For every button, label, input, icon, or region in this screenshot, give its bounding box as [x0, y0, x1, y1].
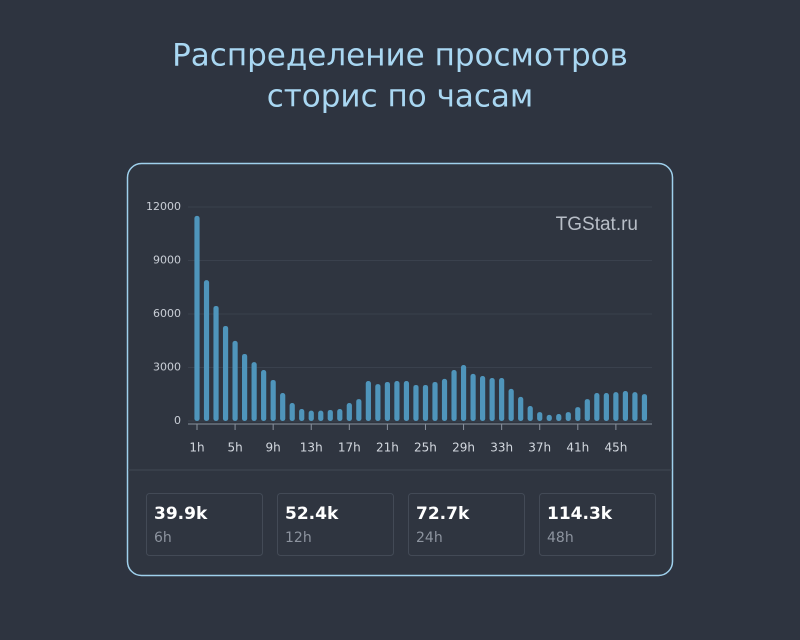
- bar: [194, 215, 200, 421]
- watermark: TGStat.ru: [556, 214, 638, 235]
- stat-value: 39.9k: [154, 504, 208, 524]
- stat-box: [146, 493, 263, 556]
- bar: [327, 409, 333, 421]
- stat-value: 52.4k: [285, 504, 339, 524]
- bar: [527, 406, 533, 421]
- bar: [251, 362, 257, 421]
- bar: [584, 399, 590, 421]
- y-tick-label: 3000: [153, 361, 181, 374]
- stat-label: 6h: [154, 530, 172, 546]
- bar: [280, 393, 286, 421]
- bar: [318, 410, 324, 421]
- stat-label: 24h: [416, 530, 443, 546]
- bar: [613, 392, 619, 421]
- bar: [213, 305, 219, 421]
- y-tick-label: 12000: [146, 200, 181, 213]
- bar: [337, 409, 343, 421]
- bar: [375, 384, 381, 421]
- bar: [470, 373, 476, 421]
- bar: [384, 381, 390, 421]
- stat-box: [539, 493, 656, 556]
- bar: [289, 402, 295, 421]
- bar: [537, 412, 543, 421]
- bar: [546, 414, 552, 421]
- x-tick-label: 13h: [300, 441, 323, 455]
- y-tick-label: 9000: [153, 254, 181, 267]
- stat-box: [277, 493, 394, 556]
- bar: [299, 409, 305, 421]
- bar: [460, 365, 467, 421]
- bar: [480, 376, 486, 421]
- bar: [489, 378, 495, 421]
- bar: [622, 391, 628, 421]
- bar: [346, 402, 352, 421]
- stat-box: [408, 493, 525, 556]
- title-line: сторис по часам: [267, 79, 534, 115]
- bar: [242, 353, 248, 421]
- stat-value: 72.7k: [416, 504, 470, 524]
- bar: [394, 381, 400, 421]
- x-tick-label: 41h: [566, 441, 589, 455]
- bar: [261, 369, 267, 421]
- bar: [203, 280, 210, 421]
- bar: [556, 414, 562, 421]
- bar: [422, 384, 429, 421]
- stat-value: 114.3k: [547, 504, 613, 524]
- bar: [603, 393, 609, 421]
- bar: [441, 378, 448, 421]
- x-tick-label: 21h: [376, 441, 399, 455]
- bar: [508, 388, 514, 421]
- x-tick-label: 33h: [490, 441, 513, 455]
- bar: [432, 381, 438, 421]
- bar: [365, 381, 371, 421]
- bar: [232, 340, 238, 421]
- bar: [413, 384, 419, 421]
- bar: [222, 325, 229, 421]
- title-line: Распределение просмотров: [172, 38, 628, 74]
- bar: [356, 399, 362, 421]
- x-tick-label: 9h: [266, 441, 281, 455]
- bar: [565, 412, 571, 421]
- x-tick-label: 37h: [528, 441, 551, 455]
- bar: [594, 393, 600, 421]
- stat-label: 12h: [285, 530, 312, 546]
- x-tick-label: 17h: [338, 441, 361, 455]
- stat-label: 48h: [547, 530, 574, 546]
- x-tick-label: 25h: [414, 441, 437, 455]
- x-tick-label: 1h: [189, 441, 204, 455]
- bar: [641, 394, 648, 421]
- bar: [632, 392, 638, 421]
- bar: [403, 381, 410, 421]
- bar: [308, 410, 314, 421]
- card: [126, 162, 674, 577]
- bar: [499, 378, 505, 421]
- y-tick-label: 6000: [153, 307, 181, 320]
- x-tick-label: 5h: [227, 441, 242, 455]
- bar: [270, 379, 276, 421]
- bar: [451, 369, 457, 421]
- y-tick-label: 0: [174, 414, 181, 427]
- x-tick-label: 45h: [604, 441, 627, 455]
- bar: [518, 396, 524, 421]
- x-tick-label: 29h: [452, 441, 475, 455]
- bar: [575, 407, 581, 421]
